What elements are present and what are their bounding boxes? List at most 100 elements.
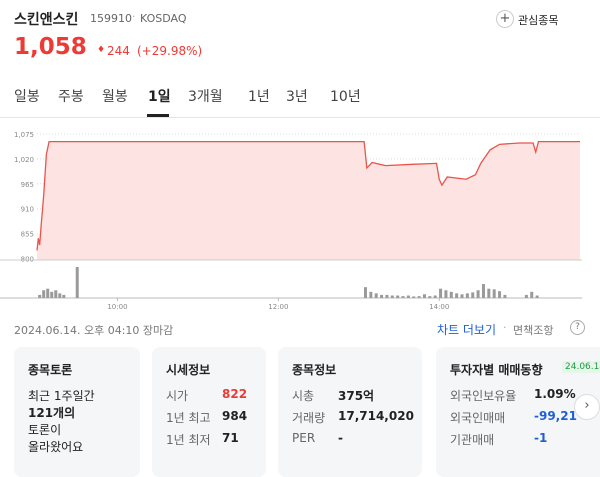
y-tick-label: 1,020 (14, 156, 34, 164)
y-tick-label: 910 (21, 206, 34, 214)
row-label: 시총 (292, 389, 315, 403)
tab[interactable]: 3개월 (188, 89, 223, 105)
tab[interactable]: 일봉 (14, 89, 40, 105)
x-tick-label: 10:00 (107, 303, 127, 311)
row-label: 거래량 (292, 411, 326, 425)
price: 1,058 (14, 34, 87, 60)
volume-bar (465, 293, 469, 298)
volume-bar (385, 294, 389, 298)
y-tick-label: 965 (21, 181, 34, 189)
volume-bar (42, 290, 46, 298)
stock-name: 스킨앤스킨 (14, 12, 79, 28)
row-label: PER (292, 431, 316, 445)
row-value: -1 (534, 431, 548, 445)
quote-card[interactable]: 시세정보 시가 822 1년 최고 984 1년 최저 71 (152, 347, 266, 477)
tab[interactable]: 1일 (148, 89, 171, 105)
volume-bar (455, 293, 459, 298)
tab[interactable]: 주봉 (58, 89, 84, 105)
change-rate: (+29.98%) (137, 44, 203, 58)
volume-bar (412, 296, 416, 298)
volume-bar (38, 294, 42, 298)
status-time: 2024.06.14. 오후 04:10 장마감 (14, 324, 174, 337)
volume-bar (369, 291, 373, 298)
volume-bar (363, 287, 367, 298)
volume-bar (406, 295, 410, 298)
volume-bar (535, 295, 539, 298)
row-value: 1.09% (534, 387, 576, 401)
volume-bar (62, 294, 66, 298)
tab-underline (147, 114, 169, 117)
volume-bar (417, 296, 421, 298)
volume-bar (476, 290, 480, 298)
forum-line: 토론이 (28, 423, 62, 437)
row-label: 1년 최고 (166, 411, 211, 425)
volume-bar (449, 291, 453, 298)
stock-code: 159910 (90, 12, 132, 25)
up-icon: ♦ (97, 45, 106, 55)
area (37, 141, 580, 260)
volume-bar (481, 284, 485, 298)
row-label: 시가 (166, 389, 189, 403)
y-tick-label: 1,075 (14, 131, 34, 139)
separator: · (132, 10, 136, 23)
forum-line: 최근 1주일간 (28, 389, 95, 403)
row-value: -99,21 (534, 409, 577, 423)
add-icon[interactable]: + (496, 10, 514, 28)
volume-bar (524, 294, 528, 298)
volume-bar (498, 291, 502, 298)
volume-bar (471, 292, 475, 298)
volume-bar (530, 291, 534, 298)
volume-bar (460, 294, 464, 298)
more-link[interactable]: 차트 더보기 (437, 323, 497, 337)
volume-bar (46, 288, 50, 298)
card-title: 종목토론 (28, 363, 73, 377)
volume-bar (428, 296, 432, 298)
tab[interactable]: 3년 (286, 89, 308, 105)
x-tick-label: 12:00 (268, 303, 288, 311)
forum-card[interactable]: 종목토론 최근 1주일간 121개의 토론이 올라왔어요 (14, 347, 140, 477)
volume-bar (487, 288, 491, 298)
volume-bar (503, 294, 507, 298)
card-date: 24.06.14 (562, 361, 600, 373)
row-value: 822 (222, 387, 248, 401)
y-tick-label: 855 (21, 231, 34, 239)
volume-bar (58, 293, 62, 298)
volume-bar (374, 293, 378, 298)
volume-bar (492, 289, 496, 298)
volume-bar (439, 288, 443, 298)
row-value: - (338, 431, 343, 445)
tab[interactable]: 월봉 (102, 89, 128, 105)
volume-bar (401, 296, 405, 298)
card-title: 종목정보 (292, 363, 337, 377)
volume-bar (396, 295, 400, 298)
row-value: 984 (222, 409, 248, 423)
forum-line: 올라왔어요 (28, 440, 84, 454)
volume-bar (444, 290, 448, 298)
x-tick-label: 14:00 (429, 303, 449, 311)
volume-bar (380, 294, 384, 298)
change: 244 (107, 44, 130, 58)
info-icon: ? (570, 320, 585, 335)
row-label: 외국인매매 (450, 411, 506, 425)
volume-bar (54, 290, 58, 298)
volume-bar (390, 295, 394, 298)
row-value: 17,714,020 (338, 409, 414, 423)
tab[interactable]: 1년 (248, 89, 270, 105)
row-value: 375억 (338, 389, 375, 403)
tab[interactable]: 10년 (330, 89, 361, 105)
card-title: 투자자별 매매동향 (450, 363, 543, 377)
line (36, 140, 580, 251)
watch-button[interactable]: 관심종목 (518, 14, 559, 27)
volume-bar (433, 295, 437, 298)
card-title: 시세정보 (166, 363, 211, 377)
row-value: 71 (222, 431, 239, 445)
volume-bar (50, 291, 54, 298)
volume-bar (75, 267, 79, 298)
next-button[interactable]: › (574, 394, 600, 420)
market: KOSDAQ (140, 12, 187, 25)
investor-card[interactable]: 투자자별 매매동향 24.06.14 외국인보유율 1.09% 외국인매매 -99,2… (436, 347, 600, 477)
disclaimer-link[interactable]: 면책조항 (513, 324, 554, 337)
